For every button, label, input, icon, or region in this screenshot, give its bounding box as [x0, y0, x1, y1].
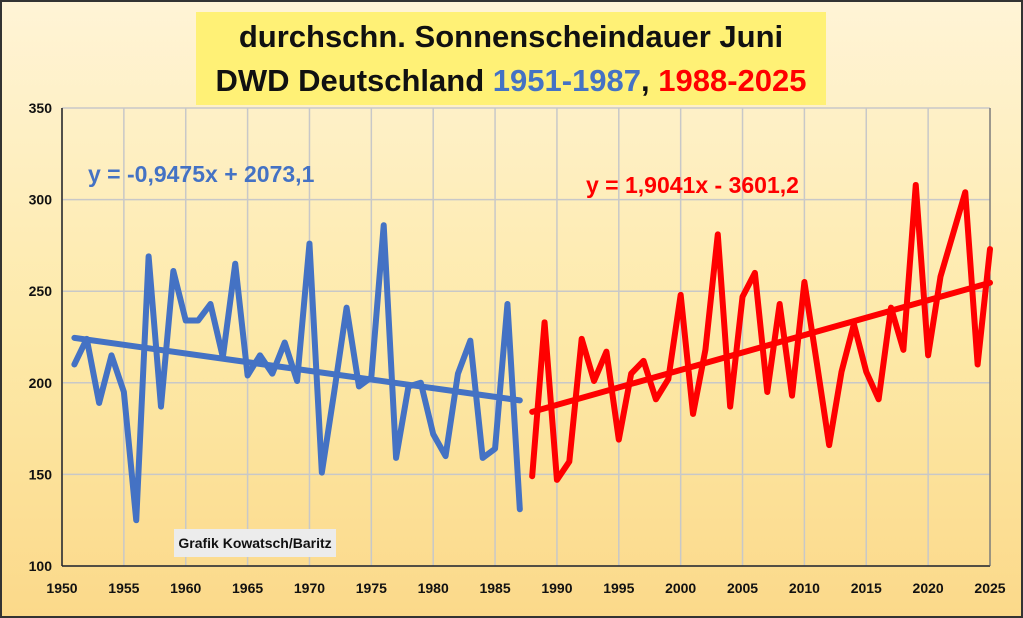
credit-label: Grafik Kowatsch/Baritz [174, 529, 336, 557]
title-sep: , [641, 63, 659, 98]
x-tick-label: 1955 [108, 580, 139, 596]
trend-equation: y = 1,9041x - 3601,2 [586, 172, 799, 198]
x-tick-label: 1970 [294, 580, 325, 596]
title-range-2: 1988-2025 [658, 63, 807, 98]
title-range-1: 1951-1987 [492, 63, 642, 98]
trend-equation: y = -0,9475x + 2073,1 [88, 161, 315, 187]
series-line-1951-1987 [71, 222, 523, 524]
x-tick-label: 2005 [727, 580, 758, 596]
x-tick-label: 1960 [170, 580, 201, 596]
trendline-1988-2025 [529, 279, 993, 415]
y-tick-label: 300 [29, 192, 53, 208]
title-prefix: DWD Deutschland [215, 63, 493, 98]
x-tick-label: 2010 [789, 580, 820, 596]
y-tick-label: 100 [29, 558, 53, 574]
series-line-1988-2025 [529, 181, 993, 483]
title-line-1: durchschn. Sonnenscheindauer Juni [238, 19, 784, 54]
trendline-1951-1987 [71, 334, 523, 404]
x-tick-label: 1950 [46, 580, 77, 596]
x-tick-label: 2000 [665, 580, 696, 596]
y-tick-label: 350 [29, 100, 53, 116]
y-tick-label: 150 [29, 466, 53, 482]
x-tick-label: 2020 [913, 580, 944, 596]
title-line-2: DWD Deutschland 1951-1987, 1988-2025 [196, 59, 826, 103]
x-tick-label: 1995 [603, 580, 634, 596]
x-tick-label: 1985 [479, 580, 510, 596]
y-tick-label: 200 [29, 375, 53, 391]
chart-title: durchschn. Sonnenscheindauer Juni DWD De… [196, 12, 826, 105]
x-tick-label: 1990 [541, 580, 572, 596]
x-tick-label: 2015 [851, 580, 882, 596]
x-tick-label: 1975 [356, 580, 387, 596]
x-tick-label: 2025 [974, 580, 1005, 596]
x-tick-label: 1980 [418, 580, 449, 596]
x-tick-label: 1965 [232, 580, 263, 596]
y-tick-label: 250 [29, 283, 53, 299]
